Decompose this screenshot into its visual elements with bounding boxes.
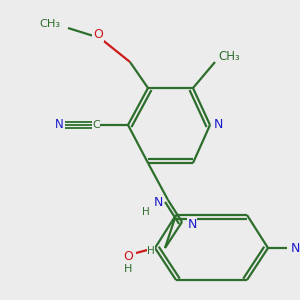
Text: N: N (153, 196, 163, 208)
Text: O: O (93, 28, 103, 41)
Text: CH₃: CH₃ (218, 50, 240, 62)
Text: H: H (147, 246, 155, 256)
Text: N: N (290, 242, 300, 254)
Text: H: H (142, 207, 150, 217)
Text: CH₃: CH₃ (39, 19, 61, 29)
Text: N: N (55, 118, 63, 131)
Text: N: N (213, 118, 223, 131)
Text: H: H (124, 264, 132, 274)
Text: N: N (187, 218, 197, 230)
Text: O: O (123, 250, 133, 262)
Text: C: C (92, 120, 100, 130)
